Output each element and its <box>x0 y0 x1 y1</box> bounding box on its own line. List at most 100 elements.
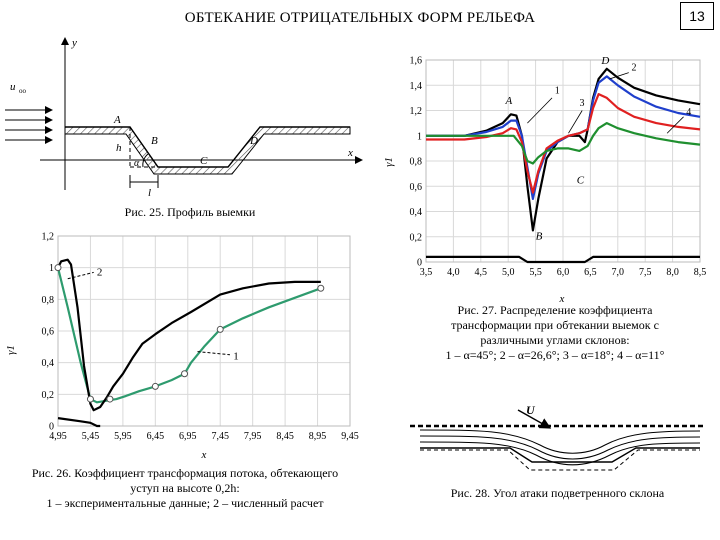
x-tick-label: 8,5 <box>694 267 707 278</box>
y-tick-label: 0 <box>417 258 422 269</box>
plot-frame <box>57 235 351 427</box>
fig25-label-u: u <box>10 81 16 93</box>
series-label-2: 2 <box>97 267 103 279</box>
fig28-streamline <box>419 429 701 454</box>
fig28-label-u: U <box>526 403 536 417</box>
series-label-1: 1 <box>233 351 239 363</box>
data-marker <box>216 325 224 333</box>
series-label-leader <box>609 72 629 80</box>
fig26-y-label: γ1 <box>5 345 17 355</box>
fig25-label-A: A <box>113 114 121 126</box>
fig28-diagram: U <box>410 403 705 471</box>
series-line-3 <box>426 92 701 194</box>
series-label-leader <box>197 351 231 356</box>
y-tick-label: 1 <box>417 131 422 142</box>
fig28-caption: Рис. 28. Угол атаки подветренного склона <box>450 486 665 500</box>
fig25-label-B: B <box>151 135 158 147</box>
series-label-leader <box>527 97 553 124</box>
y-tick-label: 1,2 <box>42 232 55 243</box>
fig25-label-h: h <box>116 142 122 154</box>
y-tick-label: 0,2 <box>410 232 423 243</box>
fig26-chart: 4,95 5,45 5,95 6,45 6,95 7,45 7,95 8,45 8,95 9,45… <box>5 232 359 459</box>
fig25-caption: Рис. 25. Профиль выемки <box>124 205 256 219</box>
y-tick-label: 0,4 <box>42 358 55 369</box>
data-marker <box>86 395 94 403</box>
x-tick-label: 9,45 <box>341 431 359 442</box>
fig28-streamline <box>419 435 701 460</box>
y-tick-label: 0,2 <box>42 390 55 401</box>
fig25-label-y: y <box>71 37 77 49</box>
series-line-baseline <box>426 255 700 264</box>
y-tick-label: 0 <box>49 422 54 433</box>
x-tick-label: 8,45 <box>276 431 294 442</box>
point-label-B: B <box>536 230 543 242</box>
x-tick-label: 4,5 <box>475 267 488 278</box>
series-line-baseline <box>57 417 101 428</box>
fig25-surface-line <box>65 126 350 168</box>
y-tick-label: 1 <box>49 263 54 274</box>
fig25-label-l: l <box>148 187 151 199</box>
data-marker <box>54 264 62 272</box>
fig28-wind-arrow <box>517 409 552 429</box>
series-label-3: 3 <box>579 98 584 109</box>
x-tick-label: 4,0 <box>447 267 460 278</box>
fig28-surface <box>420 447 700 463</box>
x-tick-label: 7,95 <box>244 431 262 442</box>
fig25-label-C: C <box>200 155 208 167</box>
series-line-1 <box>56 267 322 404</box>
series-line-4 <box>426 121 701 165</box>
fig25-label-D: D <box>249 135 258 147</box>
point-label-A: A <box>504 95 512 107</box>
x-tick-label: 7,0 <box>612 267 625 278</box>
series-label-4: 4 <box>686 107 691 118</box>
data-marker <box>317 284 325 292</box>
page-number: 13 <box>680 2 714 30</box>
fig26-caption: Рис. 26. Коэффициент трансформация поток… <box>31 466 339 510</box>
x-tick-label: 6,0 <box>557 267 570 278</box>
x-tick-label: 7,45 <box>211 431 229 442</box>
x-tick-label: 6,95 <box>179 431 197 442</box>
x-tick-label: 5,45 <box>82 431 100 442</box>
y-tick-label: 0,8 <box>410 157 423 168</box>
data-marker <box>106 395 114 403</box>
fig27-x-label: x <box>559 293 565 302</box>
fig25-label-alpha: α <box>134 158 140 169</box>
y-tick-label: 1,6 <box>410 56 423 67</box>
y-tick-label: 0,6 <box>410 182 423 193</box>
fig27-y-label: γ1 <box>383 157 395 167</box>
series-label-2: 2 <box>632 63 637 74</box>
x-tick-label: 7,5 <box>639 267 652 278</box>
x-tick-label: 5,95 <box>114 431 132 442</box>
fig28-surface-dashed <box>420 449 700 471</box>
series-label-1: 1 <box>555 85 560 96</box>
x-tick-label: 8,0 <box>666 267 679 278</box>
data-marker <box>181 370 189 378</box>
series-label-leader <box>568 110 583 134</box>
fig25-label-x: x <box>347 147 353 159</box>
series-label-leader <box>666 116 684 134</box>
x-tick-label: 5,5 <box>529 267 542 278</box>
data-marker <box>151 382 159 390</box>
fig25-label-u-sub: оо <box>19 87 27 95</box>
y-tick-label: 0,4 <box>410 207 423 218</box>
y-tick-label: 1,4 <box>410 81 423 92</box>
point-label-D: D <box>600 55 609 67</box>
point-label-C: C <box>577 175 585 187</box>
fig26-x-label: x <box>201 449 207 458</box>
fig27-chart: 3,5 4,0 4,5 5,0 5,5 6,0 6,5 7,0 7,5 8,0 8,5 0 0,2 0,4… <box>383 55 707 302</box>
x-tick-label: 5,0 <box>502 267 515 278</box>
y-tick-label: 0,6 <box>42 327 55 338</box>
x-tick-label: 6,5 <box>584 267 597 278</box>
fig25-profile-diagram: y x u оо A B C D h l α <box>5 37 363 199</box>
x-tick-label: 6,45 <box>147 431 165 442</box>
x-tick-label: 8,95 <box>309 431 327 442</box>
series-line-2 <box>57 258 321 412</box>
fig25-alpha-arc <box>142 153 149 168</box>
y-tick-label: 1,2 <box>410 106 423 117</box>
x-tick-label: 4,95 <box>49 431 67 442</box>
series-label-leader <box>67 271 94 280</box>
x-tick-label: 3,5 <box>420 267 433 278</box>
page-title: ОБТЕКАНИЕ ОТРИЦАТЕЛЬНЫХ ФОРМ РЕЛЬЕФА <box>184 10 536 26</box>
fig28-streamline <box>419 441 701 466</box>
fig27-caption: Рис. 27. Распределение коэффициента тран… <box>445 303 665 362</box>
